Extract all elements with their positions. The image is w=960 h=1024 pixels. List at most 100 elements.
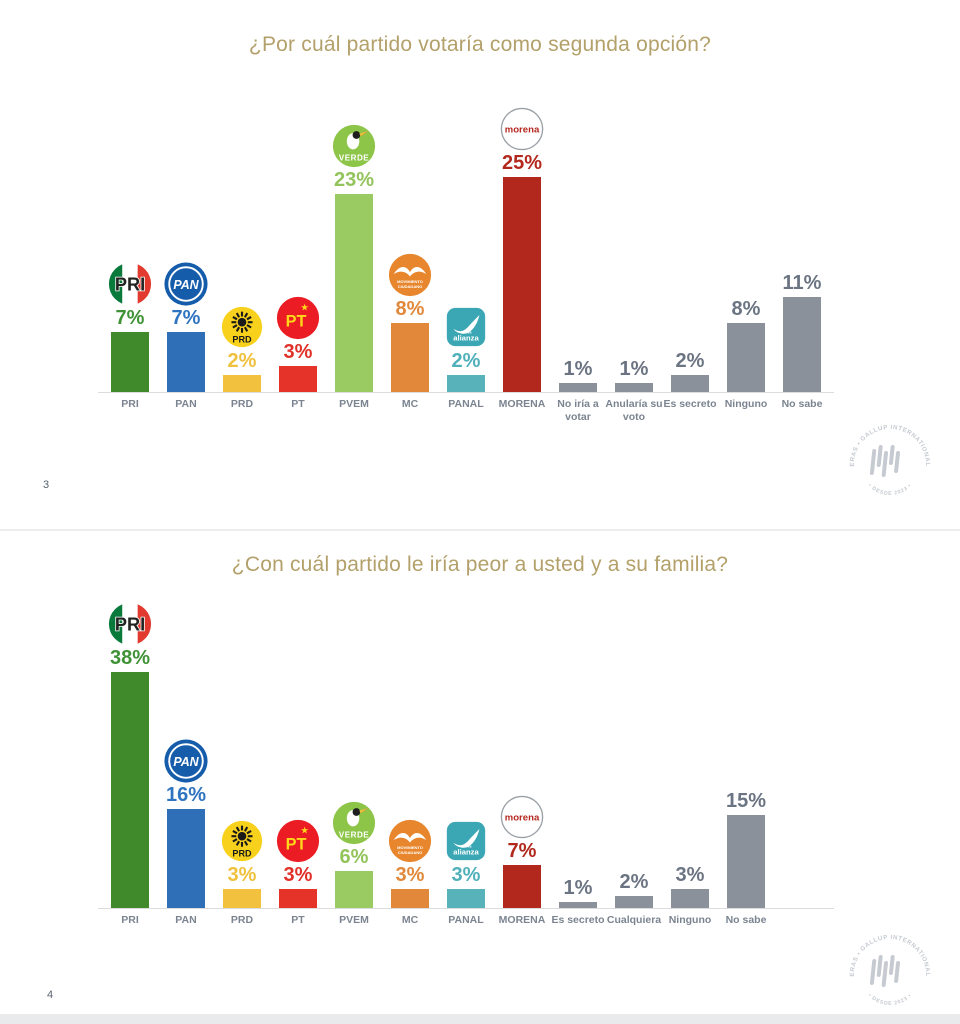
bar-column-pt: ★ PT 3% [270, 818, 326, 908]
value-label: 2% [619, 870, 649, 893]
bar-column-prd: PRD 3% [214, 818, 270, 908]
bar-column-pt: ★ PT 3% [270, 295, 326, 392]
category-label-no-sabe: No sabe [725, 914, 767, 926]
value-label: 11% [782, 272, 822, 295]
value-label: 8% [731, 298, 761, 321]
category-label-no-ir-a-a-votar: No iría a votar [557, 398, 599, 424]
prd-logo-icon: PRD [221, 821, 263, 862]
bar [391, 889, 429, 908]
value-label: 25% [501, 152, 543, 174]
pt-logo-icon: ★ PT [276, 820, 320, 863]
svg-text:nueva: nueva [460, 845, 472, 849]
bar-column-pvem: VERDE 23% [326, 123, 382, 392]
value-label: 3% [227, 864, 257, 887]
category-label-morena: MORENA [498, 914, 546, 926]
bar-column-mc: MOVIMIENTO CIUDADANO 8% [382, 252, 438, 392]
svg-text:PRD: PRD [232, 334, 252, 344]
bar-column-morena: morena 7% [494, 794, 550, 908]
bar-chart-iria-peor: PRI 38% PRI PAN 16% PAN PRD 3% PRD ★ PT 3% PT VE… [0, 531, 960, 1014]
x-axis-line [98, 392, 834, 393]
category-label-pt: PT [291, 914, 305, 926]
value-label: 7% [115, 306, 145, 329]
category-label-panal: PANAL [448, 914, 484, 926]
category-label-ninguno: Ninguno [724, 398, 768, 410]
value-label: 2% [451, 349, 481, 372]
svg-text:alianza: alianza [453, 333, 479, 342]
value-label: 1% [563, 358, 593, 381]
category-label-anular-a-su-voto: Anularía su voto [605, 398, 663, 424]
svg-text:morena: morena [505, 124, 540, 135]
bar [503, 864, 541, 908]
category-label-pri: PRI [121, 398, 139, 410]
bar-column-prd: PRD 2% [214, 304, 270, 392]
prd-logo-icon: PRD [221, 306, 263, 347]
category-label-prd: PRD [230, 398, 254, 410]
morena-logo-icon: morena [500, 107, 544, 151]
category-label-cualquiera: Cualquiera [606, 914, 662, 926]
pri-logo-icon: PRI [108, 603, 152, 646]
panal-logo-icon: nueva alianza [446, 307, 486, 346]
pt-logo-icon: ★ PT [276, 297, 320, 340]
category-label-prd: PRD [230, 914, 254, 926]
category-label-pvem: PVEM [339, 914, 369, 926]
category-label-pt: PT [291, 398, 305, 410]
svg-text:CIUDADANO: CIUDADANO [398, 284, 423, 289]
bar-column-pri: PRI 38% [102, 601, 158, 908]
bar [503, 177, 541, 392]
bar-column-mc: MOVIMIENTO CIUDADANO 3% [382, 818, 438, 908]
panal-logo-icon: nueva alianza [446, 822, 486, 861]
value-label: 8% [395, 298, 425, 321]
bar [111, 331, 149, 392]
value-label: 3% [451, 864, 481, 887]
bar [615, 895, 653, 908]
category-label-pri: PRI [121, 914, 139, 926]
category-label-no-sabe: No sabe [781, 398, 823, 410]
value-label: 3% [283, 341, 313, 364]
watermark-monogram-icon [869, 445, 901, 477]
bar-column-no-sabe: 11% [774, 273, 830, 392]
value-label: 6% [339, 845, 369, 868]
morena-logo-icon: morena [500, 795, 544, 838]
chart-title-iria-peor: ¿Con cuál partido le iría peor a usted y… [231, 553, 729, 576]
mc-logo-icon: MOVIMIENTO CIUDADANO [388, 820, 432, 863]
svg-text:MOVIMIENTO: MOVIMIENTO [397, 279, 423, 284]
pri-logo-icon: PRI [108, 262, 152, 305]
svg-text:nueva: nueva [460, 331, 472, 335]
value-label: 16% [165, 783, 207, 806]
x-axis-line [98, 908, 834, 909]
value-label: 3% [675, 864, 705, 887]
bar-column-pan: PAN 16% [158, 738, 214, 908]
svg-text:morena: morena [505, 812, 540, 823]
bar-chart-segunda-opcion: PRI 7% PRI PAN 7% PAN PRD 2% PRD ★ PT 3% PT VERD… [98, 107, 834, 424]
bar [727, 323, 765, 392]
category-label-panal: PANAL [448, 398, 484, 410]
bar [447, 374, 485, 392]
bar-column-es-secreto: 2% [662, 350, 718, 392]
svg-text:VERDE: VERDE [339, 830, 369, 839]
slide-segunda-opcion: ¿Por cuál partido votaría como segunda o… [43, 33, 931, 497]
pvem-logo-icon: VERDE [332, 125, 376, 168]
value-label: 7% [171, 306, 201, 329]
svg-text:PAN: PAN [173, 278, 199, 292]
bar [559, 901, 597, 908]
category-label-pan: PAN [175, 914, 197, 926]
svg-text:PT: PT [286, 313, 307, 331]
svg-text:VERDE: VERDE [339, 154, 369, 163]
bar [223, 374, 261, 392]
bar-column-ninguno: 8% [718, 299, 774, 392]
chart-title-segunda-opcion: ¿Por cuál partido votaría como segunda o… [248, 33, 712, 56]
bar [671, 889, 709, 908]
page-number: 3 [43, 479, 50, 491]
bar [279, 889, 317, 908]
de-las-heras-gallup-watermark-icon: DE LAS HERAS • GALLUP INTERNATIONAL MEMB… [840, 415, 930, 497]
bar-column-panal: nueva alianza 3% [438, 818, 494, 908]
bar [335, 194, 373, 392]
bar [111, 672, 149, 908]
svg-text:PRI: PRI [115, 615, 145, 635]
bar-column-cualquiera: 2% [606, 870, 662, 908]
bar-column-panal: nueva alianza 2% [438, 304, 494, 392]
svg-text:PRI: PRI [115, 275, 145, 295]
bar-column-no-sabe: 15% [718, 791, 774, 908]
bar-column-pan: PAN 7% [158, 261, 214, 392]
